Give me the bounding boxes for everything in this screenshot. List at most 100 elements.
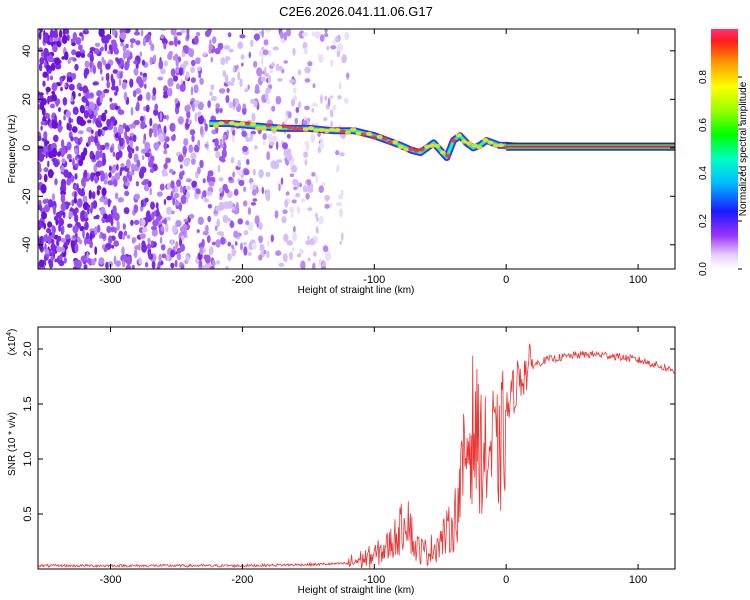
noise-speckle (72, 106, 79, 116)
noise-speckle (139, 115, 144, 122)
noise-speckle (68, 117, 72, 124)
noise-speckle (206, 191, 213, 196)
noise-speckle (48, 260, 54, 269)
noise-speckle (89, 240, 93, 249)
noise-speckle (210, 95, 217, 102)
noise-speckle (202, 230, 209, 236)
signal-track-peak (439, 150, 446, 155)
noise-speckle (156, 207, 159, 217)
noise-speckle (243, 229, 249, 236)
noise-speckle (194, 100, 200, 105)
noise-speckle (135, 29, 139, 34)
noise-speckle (110, 85, 117, 91)
noise-speckle (96, 143, 101, 151)
noise-speckle (112, 41, 118, 50)
noise-speckle (140, 166, 147, 174)
noise-speckle (282, 142, 288, 150)
noise-speckle (74, 138, 79, 144)
noise-speckle (117, 70, 120, 80)
noise-speckle (120, 42, 124, 47)
noise-speckle (206, 235, 211, 244)
signal-track-peak (466, 141, 473, 145)
noise-speckle (38, 167, 42, 173)
noise-speckle (312, 83, 316, 88)
noise-speckle (166, 183, 172, 190)
noise-speckle (42, 80, 46, 87)
noise-speckle (193, 84, 199, 94)
noise-speckle (42, 71, 48, 78)
noise-speckle (253, 60, 258, 68)
noise-speckle (209, 39, 212, 45)
noise-speckle (150, 201, 155, 210)
noise-speckle (149, 117, 153, 127)
noise-speckle (87, 119, 92, 124)
signal-track-peak (297, 126, 304, 131)
noise-speckle (203, 197, 207, 203)
noise-speckle (231, 247, 236, 257)
noise-speckle (296, 205, 301, 214)
noise-speckle (68, 211, 73, 218)
noise-speckle (38, 204, 42, 211)
noise-speckle (148, 253, 154, 260)
noise-speckle (268, 141, 275, 146)
noise-speckle (98, 29, 105, 38)
noise-speckle (124, 190, 130, 197)
noise-speckle (38, 62, 43, 72)
noise-speckle (305, 192, 310, 200)
noise-speckle (66, 141, 72, 151)
noise-speckle (332, 104, 337, 111)
noise-speckle (197, 139, 201, 148)
noise-speckle (181, 235, 185, 241)
noise-speckle (266, 151, 271, 161)
noise-speckle (40, 120, 46, 126)
noise-speckle (324, 203, 330, 209)
noise-speckle (139, 71, 143, 76)
noise-speckle (228, 101, 234, 109)
noise-speckle (261, 29, 264, 39)
noise-speckle (186, 110, 191, 119)
noise-speckle (117, 197, 125, 203)
spectrogram-track (209, 119, 675, 161)
noise-speckle (196, 31, 201, 37)
noise-speckle (51, 224, 55, 232)
noise-speckle (286, 153, 293, 161)
noise-speckle (230, 82, 235, 86)
noise-speckle (203, 118, 206, 126)
noise-speckle (267, 134, 273, 142)
noise-speckle (51, 82, 58, 92)
noise-speckle (321, 265, 326, 269)
noise-speckle (207, 215, 212, 223)
noise-speckle (66, 122, 70, 131)
noise-speckle (100, 144, 106, 151)
noise-speckle (74, 207, 79, 212)
noise-speckle (167, 77, 174, 87)
noise-speckle (176, 253, 182, 261)
noise-speckle (131, 148, 135, 154)
noise-speckle (252, 29, 259, 32)
noise-speckle (311, 172, 316, 177)
noise-speckle (114, 192, 119, 200)
noise-speckle (242, 200, 248, 207)
noise-speckle (102, 156, 107, 166)
noise-speckle (163, 42, 167, 50)
noise-speckle (278, 262, 285, 267)
noise-speckle (56, 151, 62, 157)
noise-speckle (48, 151, 55, 159)
noise-speckle (208, 181, 215, 187)
noise-speckle (160, 244, 166, 251)
noise-speckle (311, 102, 318, 107)
signal-track-peak (392, 139, 399, 144)
noise-speckle (311, 31, 315, 37)
noise-speckle (38, 259, 45, 268)
noise-speckle (291, 199, 297, 204)
noise-speckle (227, 217, 231, 222)
spectrogram-x-tick-label: 0 (503, 274, 509, 286)
noise-speckle (336, 43, 344, 52)
noise-speckle (179, 164, 183, 169)
noise-speckle (307, 257, 311, 262)
signal-track-peak (323, 129, 330, 134)
colorbar: 0.0 0.2 0.4 0.6 0.8 Normalized spectral ampl… (698, 29, 749, 276)
noise-speckle (242, 106, 247, 115)
noise-speckle (335, 35, 340, 43)
noise-speckle (176, 83, 180, 90)
